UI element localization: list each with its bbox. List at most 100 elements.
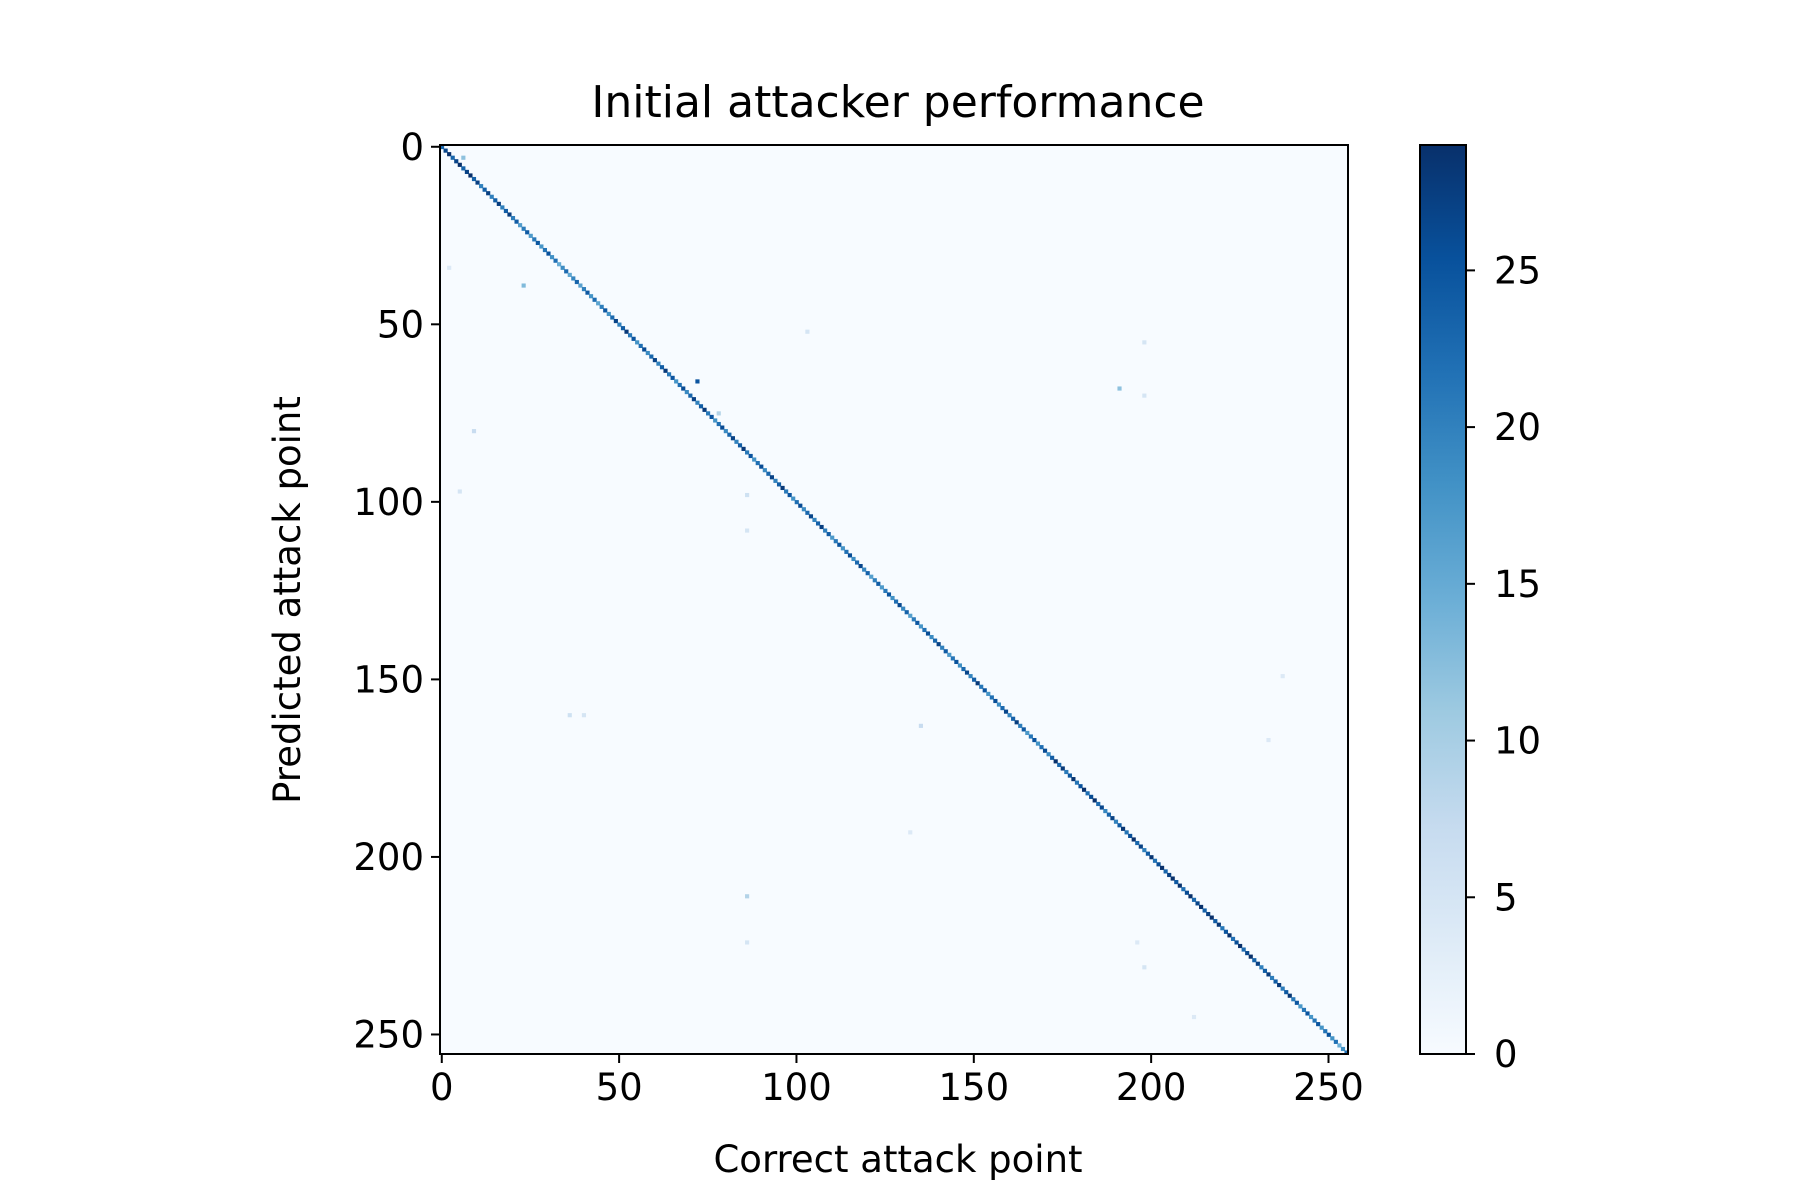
heatmap-cell-diagonal: [475, 180, 480, 185]
heatmap-cell-diagonal: [1007, 713, 1012, 718]
heatmap-cell: [1142, 340, 1147, 345]
heatmap-cell: [1191, 1014, 1197, 1020]
heatmap-cell-diagonal: [1199, 904, 1204, 910]
heatmap-cell-diagonal: [450, 155, 455, 160]
heatmap-cell-diagonal: [869, 574, 874, 579]
x-tick-label: 250: [1293, 1066, 1364, 1109]
heatmap-cell-diagonal: [1089, 794, 1094, 799]
heatmap-cell-diagonal: [624, 329, 629, 334]
heatmap-cell-diagonal: [1060, 766, 1065, 771]
heatmap-cell-diagonal: [1337, 1043, 1342, 1048]
heatmap-cell-diagonal: [1216, 922, 1221, 927]
y-axis-label: Predicted attack point: [266, 396, 309, 804]
heatmap-cell-diagonal: [713, 418, 718, 423]
heatmap-cell-diagonal: [918, 624, 923, 629]
heatmap-cell-diagonal: [574, 279, 579, 285]
heatmap-cell-diagonal: [1053, 759, 1058, 764]
heatmap-cell-diagonal: [1152, 858, 1158, 863]
heatmap-cell-diagonal: [606, 311, 611, 317]
heatmap-cell-diagonal: [1206, 911, 1211, 917]
heatmap-cell-diagonal: [1269, 975, 1275, 981]
heatmap-cell-diagonal: [1188, 894, 1193, 899]
heatmap-cell-diagonal: [879, 585, 884, 590]
heatmap-cell-diagonal: [503, 208, 508, 214]
heatmap-cell-diagonal: [1223, 929, 1229, 934]
heatmap-cell-diagonal: [1301, 1007, 1307, 1012]
heatmap-cell-diagonal: [755, 461, 760, 466]
x-tick-label: 100: [761, 1066, 832, 1109]
heatmap-cell-diagonal: [798, 503, 803, 508]
heatmap-cell: [716, 411, 721, 416]
heatmap-cell-diagonal: [901, 606, 906, 611]
heatmap-cell-diagonal: [1284, 990, 1289, 995]
heatmap-cell-diagonal: [1039, 745, 1044, 750]
heatmap-cell-diagonal: [698, 404, 704, 409]
heatmap-cell-diagonal: [745, 450, 750, 455]
heatmap-cell-diagonal: [1018, 723, 1023, 728]
heatmap-cell-diagonal: [1067, 773, 1072, 778]
heatmap-cell-diagonal: [890, 595, 895, 601]
heatmap-cell-diagonal: [1011, 716, 1016, 721]
heatmap-cell-diagonal: [674, 379, 679, 384]
heatmap-cell-diagonal: [1113, 819, 1119, 824]
x-axis: 0 50 100 150 200 250: [430, 1054, 1364, 1109]
heatmap-cell-diagonal: [741, 446, 746, 451]
heatmap-cell-diagonal: [560, 265, 565, 270]
heatmap-cell-diagonal: [989, 695, 994, 700]
heatmap-cell-diagonal: [596, 301, 601, 306]
heatmap-cell-diagonal: [1092, 798, 1097, 803]
y-tick-label: 150: [353, 658, 424, 701]
heatmap-cell-diagonal: [649, 354, 654, 359]
heatmap-cell-diagonal: [847, 553, 853, 558]
heatmap-cell-diagonal: [1124, 830, 1129, 835]
heatmap-cell-diagonal: [688, 393, 693, 398]
heatmap-cell-diagonal: [528, 233, 533, 238]
heatmap-cell-diagonal: [1209, 915, 1214, 920]
heatmap-cell-diagonal: [1266, 972, 1271, 977]
heatmap-cell-diagonal: [940, 645, 945, 650]
heatmap-cell-diagonal: [549, 255, 555, 260]
heatmap-cell-diagonal: [1014, 720, 1019, 725]
heatmap-cell-diagonal: [964, 670, 970, 675]
heatmap-cell-diagonal: [468, 173, 473, 178]
heatmap-cell-diagonal: [659, 365, 665, 370]
heatmap-cell-diagonal: [737, 443, 743, 448]
heatmap-cell-diagonal: [1344, 1050, 1349, 1055]
heatmap-cell-diagonal: [578, 283, 583, 288]
heatmap-cell-diagonal: [1103, 808, 1108, 814]
heatmap-cell-diagonal: [447, 152, 452, 157]
heatmap-cell-diagonal: [507, 212, 512, 217]
heatmap-cell-diagonal: [510, 216, 516, 221]
heatmap-cell-diagonal: [1238, 943, 1243, 949]
heatmap-cell-diagonal: [1255, 961, 1260, 966]
heatmap-cell-diagonal: [613, 318, 618, 324]
heatmap-cell-diagonal: [518, 223, 523, 228]
heatmap-cell-diagonal: [876, 581, 881, 586]
heatmap-cell-diagonal: [1287, 993, 1292, 998]
x-tick-label: 200: [1116, 1066, 1187, 1109]
heatmap-cell-diagonal: [1081, 787, 1087, 792]
heatmap-cell-diagonal: [773, 478, 778, 483]
heatmap-cell-diagonal: [1160, 865, 1165, 870]
heatmap-cell-diagonal: [677, 382, 682, 388]
heatmap-cell-diagonal: [925, 631, 931, 636]
heatmap-cell-diagonal: [904, 610, 909, 615]
heatmap-cell-diagonal: [1035, 741, 1041, 746]
heatmap-cell-diagonal: [1149, 855, 1154, 860]
heatmap-cell-diagonal: [1213, 919, 1218, 924]
heatmap-cell-diagonal: [1330, 1036, 1335, 1041]
heatmap-cell-diagonal: [1064, 769, 1069, 775]
heatmap-cell-diagonal: [663, 368, 668, 373]
y-tick-label: 200: [353, 836, 424, 879]
heatmap-cell-diagonal: [564, 269, 569, 274]
heatmap-cell-diagonal: [1110, 816, 1115, 821]
heatmap-cell-diagonal: [979, 684, 984, 689]
heatmap-cell-diagonal: [823, 528, 828, 533]
heatmap-cell-diagonal: [947, 652, 952, 657]
x-tick-label: 150: [938, 1066, 1009, 1109]
heatmap-cell-diagonal: [1021, 727, 1026, 732]
heatmap-cell-diagonal: [1096, 801, 1101, 807]
heatmap-cell-diagonal: [599, 304, 604, 309]
plot-frame: [439, 144, 1349, 1055]
